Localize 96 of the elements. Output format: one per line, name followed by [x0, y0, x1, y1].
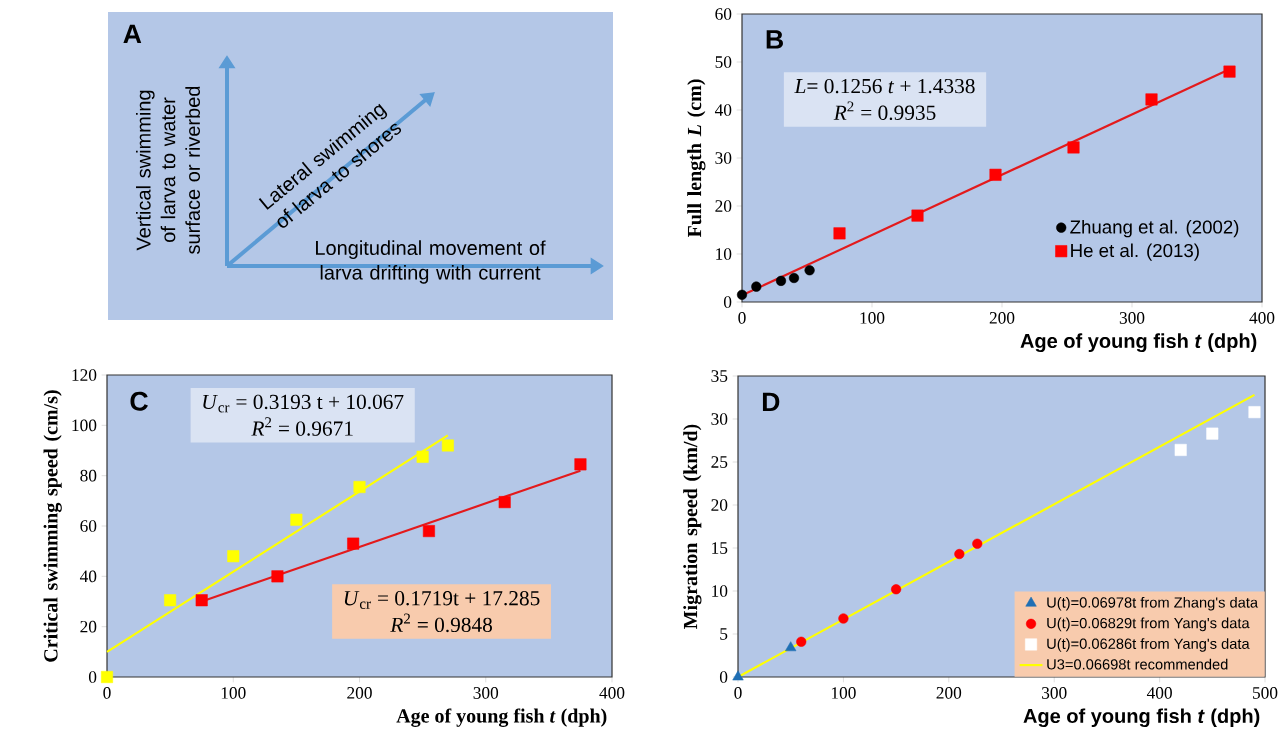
x-axis-title: Age of young fish t (dph) — [396, 708, 607, 727]
point — [1067, 141, 1080, 154]
y-tick-label: 0 — [719, 671, 728, 683]
legend-label: He et al. (2013) — [1071, 243, 1199, 261]
point — [164, 594, 177, 607]
y-tick-label: 35 — [711, 370, 728, 382]
legend-label: U3=0.06698t recommended — [1047, 658, 1228, 670]
point — [290, 513, 303, 526]
annotation: L= 0.1256 t + 1.4338 — [794, 78, 975, 94]
annotation: R$^{2}$ = 0.9671 — [251, 417, 353, 436]
chart-title: D — [762, 392, 780, 412]
point — [347, 537, 360, 550]
point — [838, 613, 849, 624]
y-tick-label: 50 — [715, 56, 732, 68]
y-axis-title: Full length L (cm) — [687, 79, 706, 238]
point — [498, 496, 511, 509]
point — [989, 168, 1002, 181]
y-tick-label: 0 — [88, 671, 97, 683]
point — [788, 272, 800, 284]
point — [804, 265, 815, 276]
x-tick-label: 200 — [936, 687, 962, 699]
point — [751, 281, 762, 292]
point — [891, 584, 902, 595]
x-tick-label: 400 — [1146, 687, 1172, 699]
annotation: R$^{2}$ = 0.9935 — [833, 101, 936, 121]
point — [954, 548, 965, 560]
point — [736, 289, 748, 300]
x-tick-label: 400 — [1249, 312, 1275, 324]
y-tick-label: 10 — [716, 248, 732, 260]
x-tick-label: 0 — [734, 687, 742, 699]
annotation: U$_{cr}$ = 0.3193 t + 10.067 — [203, 394, 404, 413]
point — [227, 550, 240, 563]
point — [101, 671, 114, 684]
y-tick-label: 60 — [80, 520, 97, 532]
point — [732, 670, 744, 681]
text: A — [123, 24, 142, 44]
y-tick-label: 120 — [72, 369, 97, 381]
point — [195, 594, 208, 607]
x-tick-label: 500 — [1253, 687, 1278, 699]
y-tick-label: 30 — [711, 413, 728, 425]
y-tick-label: 100 — [72, 419, 97, 432]
x-tick-label: 300 — [473, 687, 499, 699]
point — [1223, 65, 1236, 78]
point — [1174, 443, 1187, 456]
text: Vertical swimming of larva to water surface or riverbed — [136, 86, 201, 254]
point — [1206, 427, 1219, 440]
x-axis-title: Age of young fish t (dph) — [1023, 708, 1260, 728]
y-tick-label: 20 — [711, 499, 728, 511]
x-tick-label: 200 — [989, 312, 1015, 324]
y-tick-label: 30 — [715, 152, 732, 164]
x-tick-label: 300 — [1042, 687, 1067, 699]
point — [796, 636, 807, 647]
y-tick-label: 5 — [720, 628, 728, 640]
point — [271, 570, 284, 583]
point — [574, 458, 587, 471]
y-tick-label: 25 — [711, 456, 728, 468]
point — [441, 439, 454, 452]
y-tick-label: 0 — [723, 296, 732, 308]
point — [1248, 406, 1261, 419]
point — [972, 538, 983, 549]
x-tick-label: 100 — [221, 687, 246, 699]
y-tick-label: 20 — [715, 200, 732, 212]
x-tick-label: 100 — [831, 687, 856, 699]
point — [833, 227, 846, 240]
legend-label: U(t)=0.06829t from Yang's data — [1047, 617, 1250, 632]
point — [775, 275, 787, 286]
x-tick-label: 300 — [1119, 312, 1145, 324]
point — [353, 481, 366, 493]
point — [911, 209, 924, 222]
annotation: R$^{2}$ = 0.9848 — [390, 613, 492, 633]
y-tick-label: 15 — [712, 542, 728, 554]
chart-title: B — [766, 30, 783, 49]
x-tick-label: 0 — [738, 312, 746, 324]
x-tick-label: 100 — [860, 312, 885, 324]
y-tick-label: 80 — [80, 469, 97, 482]
y-tick-label: 10 — [712, 585, 728, 597]
legend-label: Zhuang et al. (2002) — [1070, 219, 1239, 238]
point — [785, 641, 797, 652]
legend-label: U(t)=0.06286t from Yang's data — [1047, 638, 1250, 652]
point — [416, 450, 429, 463]
y-tick-label: 40 — [714, 104, 732, 116]
y-axis-title: Migration speed (km/d) — [683, 424, 702, 629]
legend-label: U(t)=0.06978t from Zhang's data — [1047, 596, 1259, 611]
annotation: U$_{cr}$ = 0.1719t + 17.285 — [344, 591, 540, 609]
x-tick-label: 200 — [347, 687, 372, 699]
x-tick-label: 400 — [599, 687, 625, 699]
x-tick-label: 0 — [103, 687, 111, 699]
y-axis-title: Critical swimming speed (cm/s) — [43, 390, 62, 662]
text: Longitudinal movement of larva drifting with current — [316, 240, 546, 284]
y-tick-label: 20 — [80, 620, 97, 633]
point — [422, 525, 435, 538]
y-tick-label: 60 — [715, 8, 732, 20]
point — [1145, 93, 1158, 106]
x-axis-title: Age of young fish t (dph) — [1020, 333, 1257, 353]
y-tick-label: 40 — [79, 570, 97, 583]
chart-title: C — [130, 391, 148, 411]
